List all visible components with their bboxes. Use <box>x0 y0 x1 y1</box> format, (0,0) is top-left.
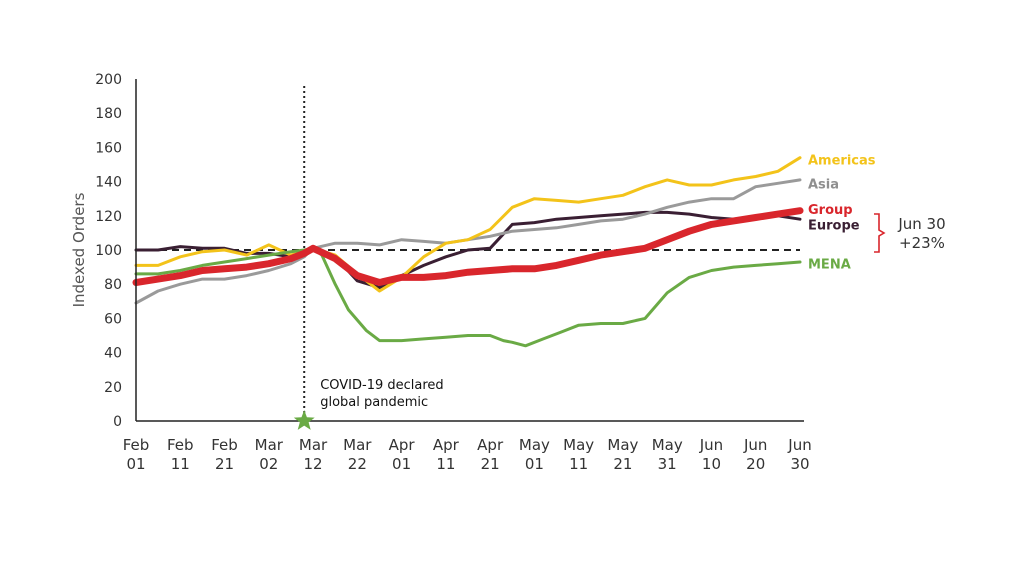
pandemic-annotation-line2: global pandemic <box>320 395 428 410</box>
x-tick-label-day: 01 <box>525 455 544 473</box>
x-tick-label-day: 22 <box>348 455 367 473</box>
y-tick-label: 120 <box>95 209 122 225</box>
x-tick-label-day: 11 <box>436 455 455 473</box>
callout-date: Jun 30 <box>897 215 945 233</box>
x-tick-label-month: Apr <box>433 436 460 454</box>
series-line-group <box>132 207 804 286</box>
y-tick-label: 20 <box>104 380 122 396</box>
x-tick-label-month: Jun <box>699 436 723 454</box>
x-tick-label-month: Jun <box>743 436 767 454</box>
x-tick-label-day: 20 <box>746 455 765 473</box>
baseline-layer <box>136 86 800 421</box>
labels-layer: COVID-19 declared global pandemic Americas… <box>293 153 946 430</box>
series-layer <box>132 156 804 348</box>
x-tick-label-month: Feb <box>167 436 194 454</box>
series-line-mena <box>134 246 802 348</box>
x-tick-label-day: 21 <box>613 455 632 473</box>
series-line-asia <box>134 178 802 305</box>
y-tick-label: 140 <box>95 175 122 191</box>
x-tick-label-day: 30 <box>790 455 809 473</box>
y-tick-label: 0 <box>113 414 122 430</box>
series-label-asia: Asia <box>808 177 839 192</box>
x-tick-label-month: May <box>519 436 550 454</box>
pandemic-annotation-line1: COVID-19 declared <box>320 378 443 393</box>
x-tick-label-day: 01 <box>126 455 145 473</box>
x-tick-label-day: 31 <box>658 455 677 473</box>
callout-change: +23% <box>899 234 945 252</box>
series-label-americas: Americas <box>808 153 876 168</box>
series-label-europe: Europe <box>808 218 860 233</box>
series-label-mena: MENA <box>808 258 851 273</box>
y-tick-label: 80 <box>104 277 122 293</box>
x-tick-label-day: 10 <box>702 455 721 473</box>
x-tick-label-day: 01 <box>392 455 411 473</box>
x-tick-label-day: 11 <box>171 455 190 473</box>
x-tick-label-day: 11 <box>569 455 588 473</box>
x-tick-label-month: May <box>607 436 638 454</box>
y-tick-label: 200 <box>95 72 122 88</box>
x-tick-label-month: May <box>652 436 683 454</box>
x-tick-label-day: 21 <box>215 455 234 473</box>
series-line-americas <box>134 156 802 293</box>
x-tick-label-month: Mar <box>255 436 284 454</box>
x-tick-label-month: Apr <box>389 436 416 454</box>
x-tick-label-month: Feb <box>211 436 238 454</box>
x-tick-label-month: Mar <box>299 436 328 454</box>
callout-bracket <box>874 213 886 253</box>
x-tick-label-month: Mar <box>343 436 372 454</box>
x-tick-label-day: 21 <box>481 455 500 473</box>
y-tick-label: 40 <box>104 346 122 362</box>
y-tick-label: 160 <box>95 140 122 156</box>
x-tick-label-month: Apr <box>477 436 504 454</box>
y-tick-label: 180 <box>95 106 122 122</box>
y-tick-label: 100 <box>95 243 122 259</box>
y-tick-label: 60 <box>104 311 122 327</box>
x-tick-label-day: 02 <box>259 455 278 473</box>
x-tick-label-day: 12 <box>304 455 323 473</box>
x-tick-label-month: Jun <box>787 436 811 454</box>
y-axis-title: Indexed Orders <box>70 192 88 307</box>
series-label-group: Group <box>808 203 853 218</box>
x-tick-label-month: Feb <box>123 436 150 454</box>
star-icon <box>293 410 315 430</box>
x-tick-label-month: May <box>563 436 594 454</box>
